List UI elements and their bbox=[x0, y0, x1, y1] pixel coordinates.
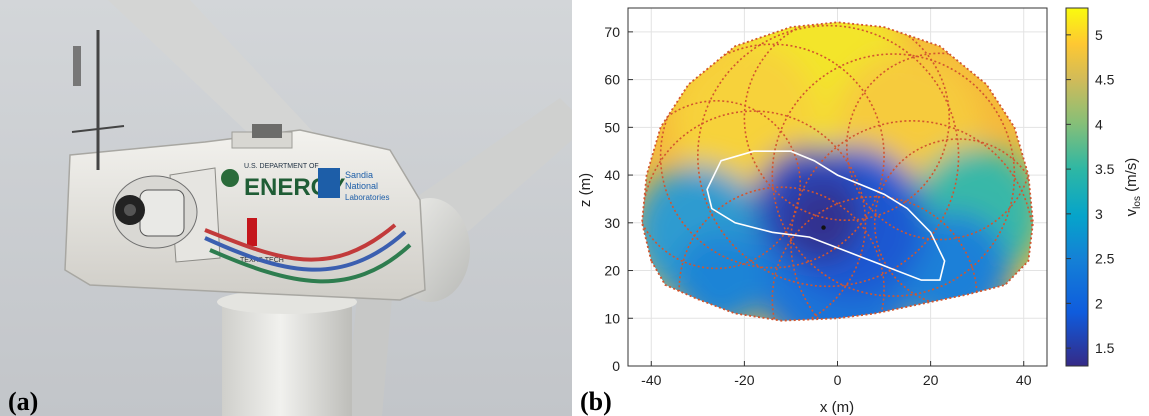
colorbar-tick-label: 1.5 bbox=[1095, 340, 1115, 356]
colorbar-ticks: 1.5 2 2.5 3 3.5 4 4.5 5 bbox=[1066, 27, 1115, 356]
panel-b-label: (b) bbox=[580, 387, 612, 416]
lidar-body bbox=[139, 189, 185, 237]
x-axis-ticks: -40 -20 0 20 40 bbox=[641, 361, 1032, 388]
vent bbox=[252, 124, 282, 138]
x-tick-label: -40 bbox=[641, 372, 661, 388]
colorbar-tick-label: 5 bbox=[1095, 27, 1103, 43]
decal-swoosh-green bbox=[209, 243, 412, 284]
sandia-logo: Sandia National Laboratories bbox=[318, 168, 389, 202]
y-tick-label: 50 bbox=[604, 119, 620, 135]
y-tick-label: 30 bbox=[604, 215, 620, 231]
scan-loop bbox=[642, 100, 802, 270]
velocity-field bbox=[642, 22, 1033, 321]
scan-loop bbox=[771, 53, 1016, 297]
tower bbox=[222, 300, 352, 416]
colorbar-tick-label: 2.5 bbox=[1095, 251, 1115, 267]
scan-outline bbox=[641, 21, 1034, 322]
y-tick-label: 60 bbox=[604, 72, 620, 88]
y-tick-label: 0 bbox=[612, 358, 620, 374]
colorbar bbox=[1065, 7, 1089, 367]
doe-small-text: U.S. DEPARTMENT OF bbox=[244, 163, 319, 170]
scan-pattern bbox=[641, 21, 1034, 322]
decal-swoosh-blue bbox=[204, 230, 407, 272]
colorbar-tick-label: 4.5 bbox=[1095, 72, 1115, 88]
lidar-lens-inner bbox=[124, 204, 136, 216]
colorbar-tick-label: 3.5 bbox=[1095, 161, 1115, 177]
decal-swoosh-red bbox=[204, 223, 397, 262]
y-axis-label: z (m) bbox=[577, 173, 594, 207]
scan-loop bbox=[659, 43, 885, 269]
colorbar-tick-label: 2 bbox=[1095, 295, 1103, 311]
field-blend bbox=[642, 22, 1033, 321]
x-tick-label: -20 bbox=[734, 372, 754, 388]
x-axis-label: x (m) bbox=[820, 399, 854, 416]
x-tick-label: 40 bbox=[1016, 372, 1032, 388]
panel-a-label: (a) bbox=[8, 387, 38, 416]
colorbar-tick-label: 4 bbox=[1095, 116, 1103, 132]
scan-loop bbox=[697, 24, 960, 288]
scan-loop bbox=[743, 22, 951, 222]
nacelle-photo: U.S. DEPARTMENT OF ENERGY Sandia Nationa… bbox=[0, 0, 572, 416]
colorbar-tick-label: 3 bbox=[1095, 206, 1103, 222]
sandia-text-3: Laboratories bbox=[345, 193, 389, 202]
x-tick-label: 0 bbox=[834, 372, 842, 388]
scan-loop bbox=[846, 52, 1033, 241]
sandia-text-1: Sandia bbox=[345, 170, 373, 180]
sandia-text-2: National bbox=[345, 181, 378, 191]
colorbar-label: vlos (m/s) bbox=[1123, 158, 1143, 217]
scan-loop bbox=[642, 110, 867, 321]
mast-arm bbox=[71, 125, 125, 133]
y-tick-label: 70 bbox=[604, 24, 620, 40]
y-tick-label: 40 bbox=[604, 167, 620, 183]
wake-contour bbox=[706, 150, 946, 281]
y-tick-label: 10 bbox=[604, 310, 620, 326]
anemometer bbox=[73, 46, 81, 86]
scan-loops bbox=[642, 22, 1033, 321]
y-axis-ticks: 0 10 20 30 40 50 60 70 bbox=[604, 24, 633, 374]
field-blob bbox=[786, 184, 861, 261]
y-tick-label: 20 bbox=[604, 263, 620, 279]
scan-center-marker bbox=[821, 225, 826, 230]
blade-lower bbox=[345, 262, 395, 416]
x-tick-label: 20 bbox=[923, 372, 939, 388]
scan-loop bbox=[678, 186, 885, 321]
